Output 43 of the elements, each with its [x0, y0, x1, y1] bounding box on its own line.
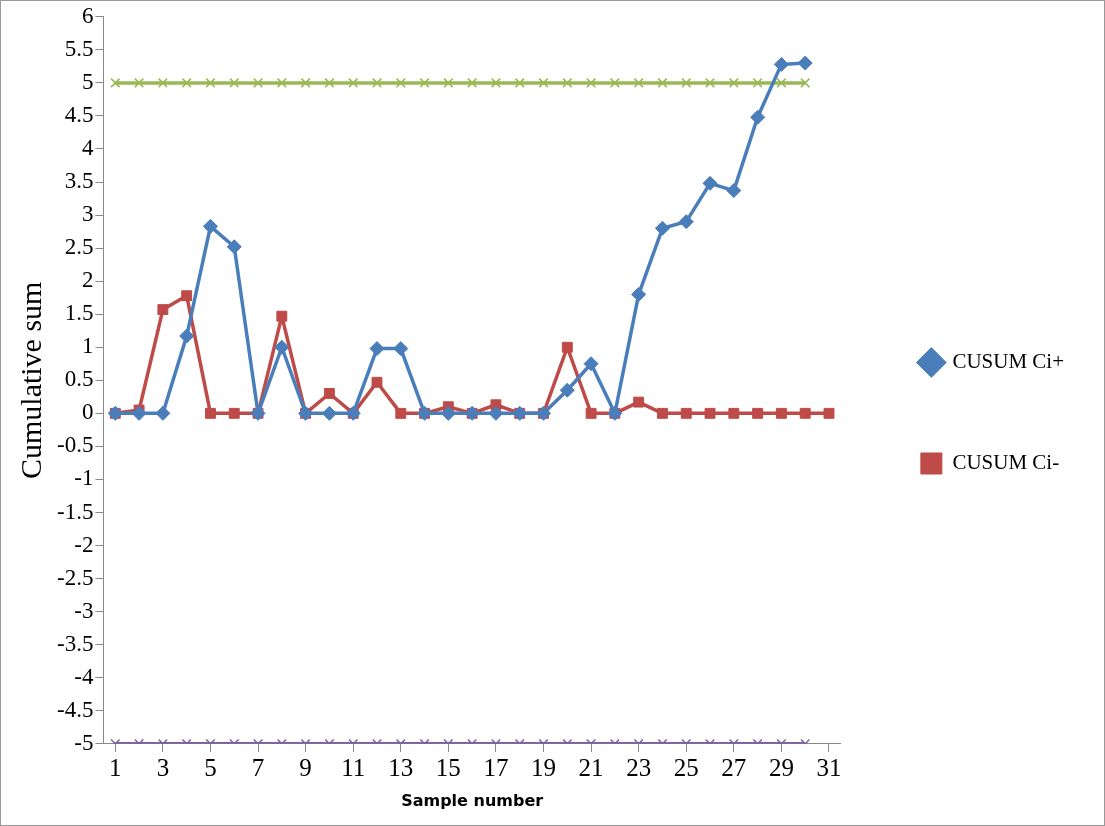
- y-tick-label: 2.5: [64, 234, 94, 260]
- y-tick-label: -1: [74, 465, 94, 491]
- x-tick-label: 13: [388, 754, 414, 782]
- y-tick-label: 3.5: [64, 168, 94, 194]
- y-tick-label: -3.5: [56, 630, 94, 656]
- legend-label: CUSUM Ci-: [952, 450, 1060, 475]
- y-tick-label: -0.5: [56, 432, 94, 458]
- y-tick-label: 1: [81, 333, 94, 359]
- y-tick-label: 1.5: [64, 300, 94, 326]
- x-axis-title: Sample number: [401, 790, 544, 810]
- x-tick-label: 23: [626, 754, 652, 782]
- y-tick-label: 4: [81, 135, 94, 161]
- x-tick-label: 31: [816, 754, 842, 782]
- y-tick-label: -1.5: [56, 498, 94, 524]
- y-tick-label: 5: [81, 68, 94, 94]
- x-tick-label: 9: [299, 754, 312, 782]
- x-tick-label: 21: [578, 754, 604, 782]
- y-tick-label: 5.5: [64, 35, 94, 61]
- x-tick-label: 3: [156, 754, 170, 782]
- y-tick-label: 0.5: [64, 366, 94, 392]
- y-tick-label: 0: [81, 399, 94, 425]
- y-tick-label: -2.5: [56, 564, 94, 590]
- x-tick-label: 15: [435, 754, 461, 782]
- x-tick-label: 25: [673, 754, 699, 782]
- y-tick-label: 6: [81, 2, 94, 28]
- x-tick-label: 29: [768, 754, 794, 782]
- x-tick-label: 1: [109, 754, 122, 782]
- y-axis-title: Cumulative sum: [13, 281, 47, 480]
- y-tick-label: -4: [74, 663, 94, 689]
- legend-label: CUSUM Ci+: [952, 349, 1064, 374]
- y-tick-label: -2: [74, 531, 94, 557]
- y-tick-label: -3: [74, 597, 94, 623]
- x-tick-label: 7: [251, 754, 265, 782]
- x-tick-label: 27: [721, 754, 747, 782]
- y-tick-label: 2: [81, 267, 94, 293]
- x-tick-label: 5: [204, 754, 217, 782]
- y-tick-label: -5: [74, 729, 94, 755]
- x-tick-label: 11: [341, 754, 366, 782]
- y-tick-label: 3: [81, 201, 94, 227]
- x-tick-label: 19: [531, 754, 557, 782]
- y-tick-label: -4.5: [56, 696, 94, 722]
- y-tick-label: 4.5: [64, 101, 94, 127]
- x-tick-label: 17: [483, 754, 509, 782]
